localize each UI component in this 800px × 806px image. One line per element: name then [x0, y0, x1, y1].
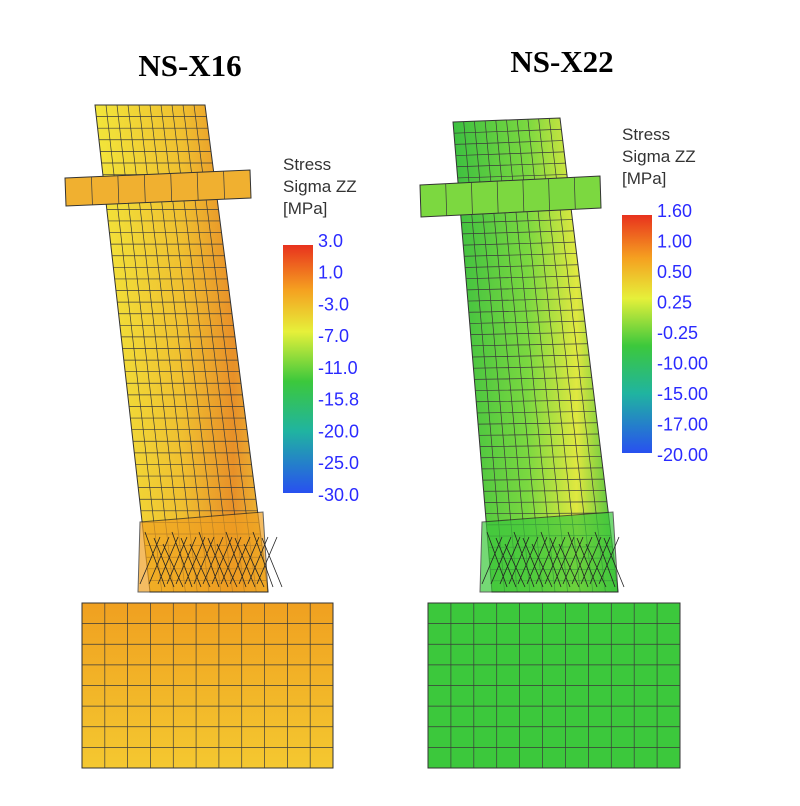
colorbar-label: -10.00: [657, 353, 708, 373]
column-foot-mesh: [481, 531, 625, 588]
colorbar-label: -30.0: [318, 485, 359, 505]
legend-title: Stress: [283, 155, 331, 174]
legend-title: [MPa]: [622, 169, 666, 188]
colorbar-label: -20.00: [657, 445, 708, 465]
colorbar-label: 1.00: [657, 231, 692, 251]
colorbar-label: -17.00: [657, 414, 708, 434]
panel-title: NS-X22: [510, 44, 613, 79]
colorbar-label: -20.0: [318, 421, 359, 441]
colorbar-label: -11.0: [318, 358, 358, 378]
colorbar-label: 3.0: [318, 231, 343, 251]
panel-title: NS-X16: [138, 48, 241, 83]
legend-title: Stress: [622, 125, 670, 144]
colorbar-label: -0.25: [657, 323, 698, 343]
colorbar-label: -25.0: [318, 453, 359, 473]
panel-right: Stress Sigma ZZ [MPa] 1.60 1.00 0.50 0.25 -0.25…: [419, 117, 708, 769]
colorbar-label: -7.0: [318, 326, 349, 346]
colorbar-label: 0.50: [657, 262, 692, 282]
flange: [64, 169, 252, 207]
colorbar-label: -15.8: [318, 390, 359, 410]
legend-title: [MPa]: [283, 199, 327, 218]
legend-title: Sigma ZZ: [622, 147, 696, 166]
mesh-lines: [91, 171, 225, 205]
column-foot: [137, 511, 269, 593]
colorbar-label: 1.0: [318, 263, 343, 283]
mesh-lines: [428, 603, 680, 768]
colorbar-label: -15.00: [657, 384, 708, 404]
panel-left: Stress Sigma ZZ [MPa] 3.0 1.0 -3.0 -7.0 -11.0 -1…: [64, 104, 359, 769]
mesh-lines: [445, 177, 576, 216]
mesh-lines: [82, 603, 333, 768]
colorbar: [622, 215, 652, 453]
colorbar-label: -3.0: [318, 294, 349, 314]
flange: [419, 175, 602, 218]
colorbar-label: 0.25: [657, 292, 692, 312]
colorbar: [283, 245, 313, 493]
column-foot-mesh: [139, 531, 283, 588]
colorbar-label: 1.60: [657, 201, 692, 221]
legend-title: Sigma ZZ: [283, 177, 357, 196]
